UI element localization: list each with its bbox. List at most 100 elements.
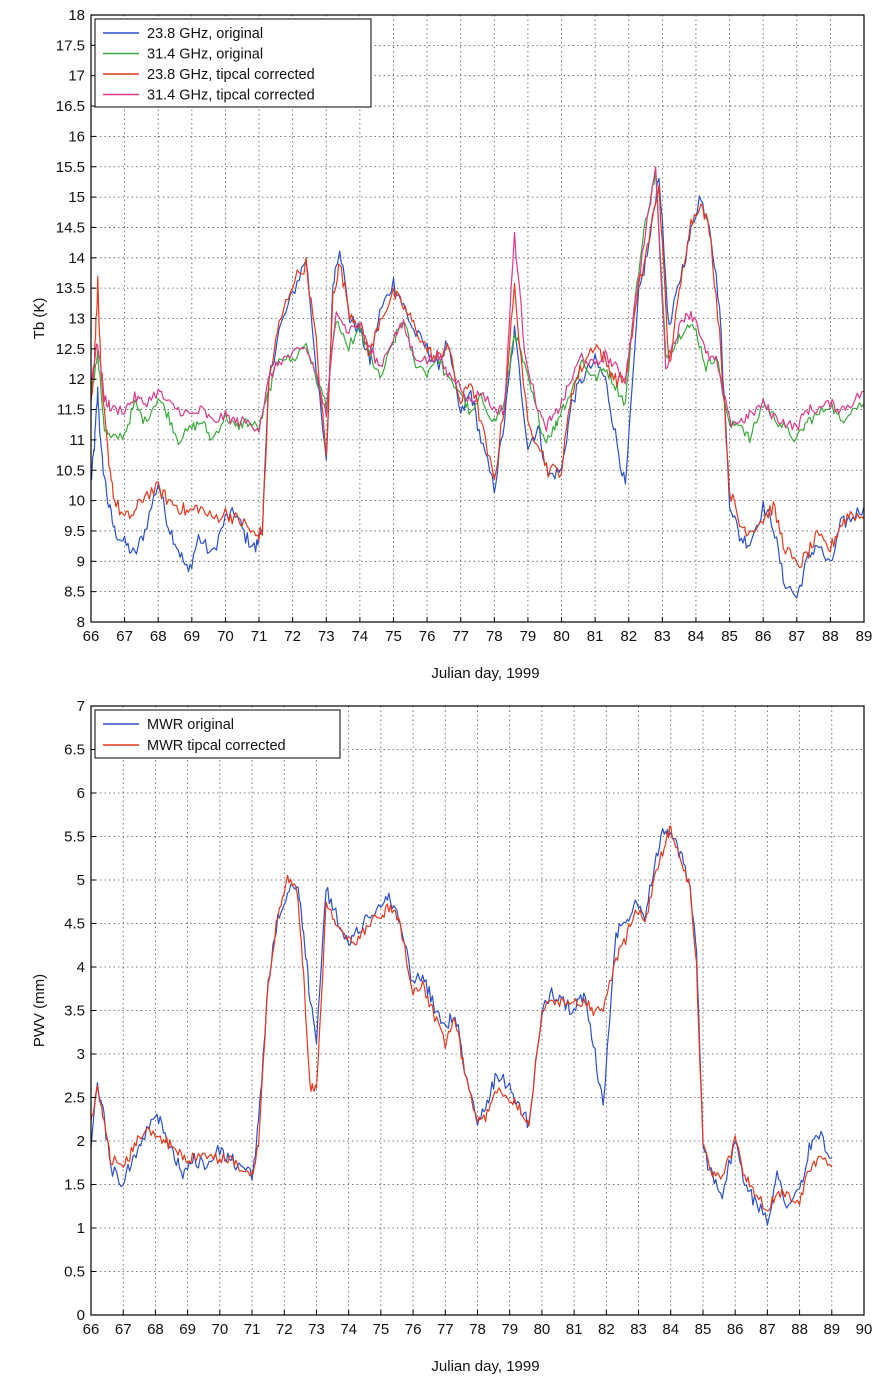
legend-label: MWR original (147, 717, 234, 733)
x-tick-label: 90 (856, 1321, 873, 1338)
y-tick-label: 4.5 (64, 916, 85, 933)
x-tick-label: 74 (352, 628, 369, 645)
x-tick-label: 72 (284, 628, 301, 645)
y-tick-label: 4 (77, 959, 85, 976)
legend-label: 23.8 GHz, tipcal corrected (147, 67, 315, 83)
y-tick-label: 0 (77, 1307, 85, 1324)
x-tick-label: 79 (520, 628, 537, 645)
x-tick-label: 71 (244, 1321, 261, 1338)
series-line (90, 166, 865, 433)
y-tick-label: 6 (77, 785, 85, 802)
series-line (90, 171, 865, 446)
y-tick-label: 11.5 (57, 402, 85, 419)
x-tick-label: 71 (251, 628, 268, 645)
y-tick-label: 3 (77, 1046, 85, 1063)
x-tick-label: 73 (308, 1321, 325, 1338)
x-tick-label: 86 (755, 628, 772, 645)
x-tick-label: 66 (83, 1321, 100, 1338)
x-tick-label: 70 (211, 1321, 228, 1338)
legend-box (94, 18, 372, 108)
x-tick-label: 68 (147, 1321, 164, 1338)
x-tick-label: 83 (630, 1321, 647, 1338)
y-axis-label: PWV (mm) (31, 974, 48, 1047)
x-tick-label: 85 (721, 628, 738, 645)
x-tick-label: 79 (501, 1321, 518, 1338)
legend-box (94, 709, 341, 759)
x-tick-label: 86 (727, 1321, 744, 1338)
x-tick-label: 70 (217, 628, 234, 645)
y-tick-label: 18 (68, 7, 85, 24)
x-tick-label: 83 (654, 628, 671, 645)
legend-label: MWR tipcal corrected (147, 738, 286, 754)
x-tick-label: 81 (587, 628, 604, 645)
x-axis-label: Julian day, 1999 (431, 1358, 539, 1375)
y-tick-label: 8 (77, 614, 85, 631)
y-tick-label: 16 (68, 128, 85, 145)
x-tick-label: 74 (340, 1321, 357, 1338)
x-tick-label: 69 (183, 628, 200, 645)
y-tick-label: 1 (77, 1220, 85, 1237)
y-tick-label: 13.5 (56, 280, 85, 297)
x-tick-label: 82 (620, 628, 637, 645)
y-tick-label: 14.5 (56, 219, 85, 236)
y-tick-label: 1.5 (64, 1177, 85, 1194)
x-tick-label: 84 (688, 628, 705, 645)
x-tick-label: 68 (150, 628, 167, 645)
y-tick-label: 9 (77, 553, 85, 570)
x-tick-label: 73 (318, 628, 335, 645)
y-tick-label: 13 (68, 311, 85, 328)
y-tick-label: 9.5 (64, 523, 85, 540)
series-line (90, 828, 832, 1226)
y-tick-label: 10.5 (56, 462, 85, 479)
x-tick-label: 77 (437, 1321, 454, 1338)
y-tick-label: 3.5 (64, 1003, 85, 1020)
y-tick-label: 12.5 (56, 341, 85, 358)
y-tick-label: 10 (68, 493, 85, 510)
x-tick-label: 87 (788, 628, 805, 645)
legend-label: 31.4 GHz, original (147, 47, 263, 63)
y-tick-label: 17 (68, 68, 85, 85)
series-line (90, 825, 833, 1212)
x-tick-label: 81 (566, 1321, 583, 1338)
x-tick-label: 76 (405, 1321, 422, 1338)
legend-label: 31.4 GHz, tipcal corrected (147, 88, 315, 104)
pwv-chart: 66 67 68 69 70 71 72 73 74 75 76 77 78 79 80 81 82 83 84 85… (31, 698, 872, 1375)
x-tick-label: 89 (856, 628, 873, 645)
x-tick-label: 84 (662, 1321, 679, 1338)
x-tick-label: 88 (822, 628, 839, 645)
x-tick-label: 69 (179, 1321, 196, 1338)
y-tick-label: 14 (68, 250, 85, 267)
x-tick-label: 78 (486, 628, 503, 645)
x-tick-label: 80 (553, 628, 570, 645)
y-tick-label: 15.5 (56, 159, 85, 176)
x-tick-label: 80 (534, 1321, 551, 1338)
x-tick-label: 87 (759, 1321, 776, 1338)
tb-chart: 66 67 68 69 70 71 72 73 74 75 76 77 78 79 80 81 82 83 84 85… (31, 7, 872, 682)
y-tick-label: 6.5 (64, 742, 85, 759)
y-tick-label: 2.5 (64, 1090, 85, 1107)
y-tick-label: 8.5 (64, 584, 85, 601)
x-tick-label: 89 (823, 1321, 840, 1338)
x-tick-label: 77 (452, 628, 469, 645)
x-tick-label: 67 (116, 628, 133, 645)
legend-label: 23.8 GHz, original (147, 26, 263, 42)
y-tick-label: 17.5 (56, 37, 85, 54)
y-tick-label: 15 (68, 189, 85, 206)
x-tick-label: 78 (469, 1321, 486, 1338)
y-tick-label: 0.5 (64, 1264, 85, 1281)
series-line (90, 185, 865, 569)
x-tick-label: 66 (83, 628, 100, 645)
y-tick-label: 7 (77, 698, 85, 715)
x-axis-label: Julian day, 1999 (431, 665, 539, 682)
x-tick-label: 72 (276, 1321, 293, 1338)
x-tick-label: 75 (373, 1321, 390, 1338)
x-tick-label: 76 (419, 628, 436, 645)
y-tick-label: 16.5 (56, 98, 85, 115)
x-tick-label: 75 (385, 628, 402, 645)
y-axis-label: Tb (K) (31, 298, 48, 340)
y-tick-label: 12 (68, 371, 85, 388)
y-tick-label: 2 (77, 1133, 85, 1150)
x-tick-label: 82 (598, 1321, 615, 1338)
x-tick-label: 88 (791, 1321, 808, 1338)
